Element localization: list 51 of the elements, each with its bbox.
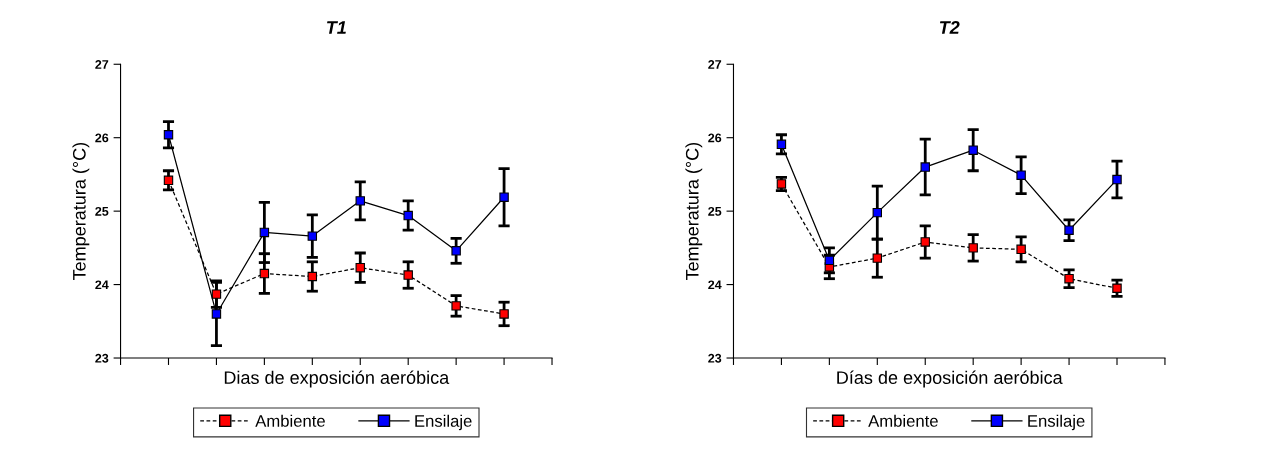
y-tick-label: 23 <box>708 353 722 363</box>
point <box>872 207 883 218</box>
y-tick-label: 27 <box>95 60 109 69</box>
point <box>307 271 318 282</box>
point <box>355 196 365 206</box>
point <box>403 210 413 221</box>
y-tick-label: 27 <box>708 60 722 69</box>
point <box>451 301 461 311</box>
chart-title: T2 <box>939 21 960 34</box>
chart-title: T1 <box>327 21 346 34</box>
legend-label: Ensilaje <box>1028 414 1085 431</box>
point <box>872 253 883 263</box>
point <box>1112 283 1122 293</box>
point <box>776 179 787 189</box>
y-tick-label: 24 <box>708 280 722 290</box>
point <box>451 246 461 256</box>
point <box>1064 225 1074 235</box>
y-tick-label: 25 <box>708 206 722 216</box>
point <box>211 309 222 319</box>
point <box>307 231 318 241</box>
point <box>259 227 270 238</box>
point <box>1064 273 1074 284</box>
point <box>163 130 174 140</box>
point <box>776 139 787 150</box>
legend-label: Ambiente <box>868 414 938 427</box>
y-axis-title: Temperatura (°C) <box>72 142 90 281</box>
legend-label: Ensilaje <box>415 414 472 431</box>
x-axis-title: Días de exposición aeróbica <box>837 370 1063 388</box>
point <box>163 175 174 186</box>
y-tick-label: 25 <box>95 206 109 216</box>
x-axis-title: Dias de exposición aeróbica <box>224 370 450 388</box>
point <box>211 289 222 299</box>
y-axis-title: Temperatura (°C) <box>685 142 703 281</box>
point <box>1016 170 1026 180</box>
legend-label: Ambiente <box>255 414 325 427</box>
point <box>499 192 509 202</box>
point <box>968 243 978 253</box>
point <box>920 237 930 247</box>
point <box>499 309 509 319</box>
point <box>355 262 365 273</box>
point <box>968 145 978 155</box>
point <box>824 255 835 266</box>
y-tick-label: 26 <box>95 133 109 143</box>
point <box>403 270 413 280</box>
point <box>920 162 930 172</box>
y-tick-label: 24 <box>95 280 109 290</box>
y-tick-label: 23 <box>95 353 109 363</box>
point <box>1016 244 1026 255</box>
point <box>1112 174 1122 185</box>
point <box>259 268 270 279</box>
y-tick-label: 26 <box>708 133 722 143</box>
